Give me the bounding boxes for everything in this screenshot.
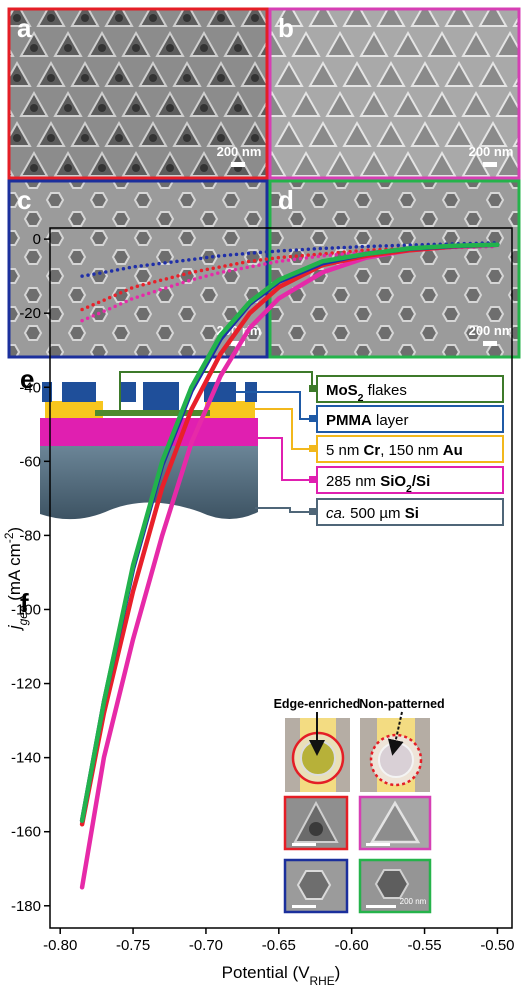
panel-label: a [17,13,32,43]
y-tick-label: -60 [19,453,41,470]
layer-label: PMMA layer [326,412,409,429]
text-segment: 500 µm [346,505,405,522]
text-segment: ) [5,527,24,533]
text-segment: ca. [326,505,346,522]
scale-bar [231,162,245,167]
text-segment: Cr [364,442,381,459]
inset-label: Edge-enriched [274,697,361,711]
y-tick-label: -140 [11,750,41,767]
inset-label: Non-patterned [359,697,444,711]
x-axis-label: Potential (VRHE) [222,963,341,988]
text-segment: 5 nm [326,442,364,459]
panel-label: d [278,185,294,215]
x-tick-label: -0.75 [116,937,150,954]
text-segment: -2 [2,532,16,543]
scale-bar-label: 200 nm [469,323,514,338]
text-segment: Potential (V [222,963,311,982]
text-segment: SiO [380,473,406,490]
text-segment: RHE [310,974,335,988]
square-bullet [309,415,316,422]
text-segment: MoS [326,382,358,399]
x-tick-label: -0.50 [480,937,514,954]
text-segment: /Si [412,473,430,490]
scale-bar-label: 200 nm [469,144,514,159]
panel-label: c [17,185,31,215]
scale-bar-label: 200 nm [217,144,262,159]
text-segment: flakes [364,382,407,399]
x-tick-label: -0.55 [407,937,441,954]
y-tick-label: -40 [19,379,41,396]
x-tick-label: -0.60 [335,937,369,954]
layer-label: 5 nm Cr, 150 nm Au [326,442,463,459]
square-bullet [309,476,316,483]
text-segment: ) [335,963,341,982]
text-segment: (mA cm [5,543,24,605]
square-bullet [309,508,316,515]
text-segment: , 150 nm [380,442,443,459]
text-segment: 285 nm [326,473,380,490]
y-tick-label: -120 [11,676,41,693]
x-tick-label: -0.65 [262,937,296,954]
inset-drawing [285,712,430,912]
y-tick-label: -180 [11,898,41,915]
figure: a200 nmb200 nmc200 nmd200 nmeMoS2 flakes… [0,0,528,988]
layer-label: ca. 500 µm Si [326,505,419,522]
y-tick-label: -20 [19,305,41,322]
inset-scale-label: 200 nm [400,897,427,906]
x-tick-label: -0.80 [43,937,77,954]
square-bullet [309,445,316,452]
text-segment: geo [16,605,30,625]
text-segment: layer [372,412,409,429]
y-tick-label: -160 [11,824,41,841]
text-segment: PMMA [326,412,372,429]
square-bullet [309,385,316,392]
text-segment: Au [443,442,463,459]
text-segment: Si [405,505,419,522]
panel-label: b [278,13,294,43]
scale-bar [483,341,497,346]
x-tick-label: -0.70 [189,937,223,954]
y-tick-label: 0 [33,231,41,248]
scale-bar [483,162,497,167]
